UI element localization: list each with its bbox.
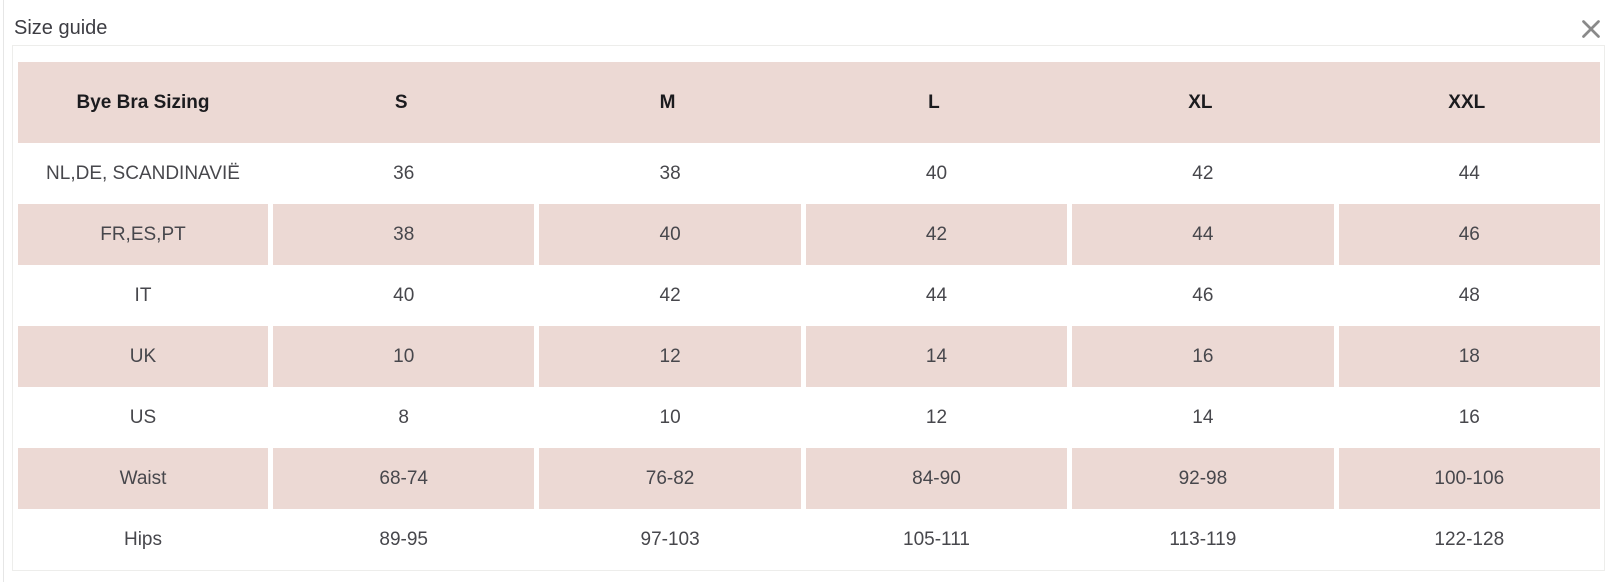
row-label: Waist xyxy=(18,448,268,509)
row-label: US xyxy=(18,387,268,448)
modal-title: Size guide xyxy=(14,17,108,39)
window-left-edge xyxy=(3,0,4,582)
size-value-cell: 14 xyxy=(1067,387,1334,448)
size-value-cell: 76-82 xyxy=(534,448,801,509)
size-value-cell: 42 xyxy=(534,265,801,326)
table-row: FR,ES,PT 38 40 42 44 46 xyxy=(18,204,1600,265)
size-value-cell: 97-103 xyxy=(534,509,801,570)
size-value-cell: 12 xyxy=(800,387,1068,448)
size-table-container: Bye Bra Sizing S M L XL XXL NL,DE, SCANDINAVI… xyxy=(12,45,1605,571)
row-label: UK xyxy=(18,326,268,387)
size-value-cell: 48 xyxy=(1333,265,1600,326)
modal-header: Size guide xyxy=(0,0,1618,45)
size-value-cell: 42 xyxy=(1067,143,1334,204)
table-row: UK 10 12 14 16 18 xyxy=(18,326,1600,387)
size-value-cell: 36 xyxy=(268,143,535,204)
row-label: NL,DE, SCANDINAVIË xyxy=(18,143,268,204)
size-value-cell: 122-128 xyxy=(1333,509,1600,570)
size-value-cell: 38 xyxy=(534,143,801,204)
column-header-size: XL xyxy=(1067,62,1334,143)
size-value-cell: 46 xyxy=(1067,265,1334,326)
size-table: Bye Bra Sizing S M L XL XXL NL,DE, SCANDINAVI… xyxy=(18,62,1600,570)
table-header-row: Bye Bra Sizing S M L XL XXL xyxy=(18,62,1600,143)
size-value-cell: 92-98 xyxy=(1067,448,1334,509)
size-value-cell: 12 xyxy=(534,326,801,387)
size-value-cell: 105-111 xyxy=(800,509,1068,570)
size-value-cell: 40 xyxy=(268,265,535,326)
size-value-cell: 14 xyxy=(800,326,1068,387)
column-header-sizing-label: Bye Bra Sizing xyxy=(18,62,268,143)
size-value-cell: 42 xyxy=(800,204,1068,265)
size-value-cell: 10 xyxy=(268,326,535,387)
size-value-cell: 46 xyxy=(1333,204,1600,265)
size-value-cell: 40 xyxy=(800,143,1068,204)
column-header-size: XXL xyxy=(1333,62,1600,143)
table-row: Waist 68-74 76-82 84-90 92-98 100-106 xyxy=(18,448,1600,509)
table-row: Hips 89-95 97-103 105-111 113-119 122-128 xyxy=(18,509,1600,570)
size-value-cell: 10 xyxy=(534,387,801,448)
size-value-cell: 68-74 xyxy=(268,448,535,509)
size-value-cell: 44 xyxy=(1333,143,1600,204)
size-value-cell: 38 xyxy=(268,204,535,265)
size-value-cell: 113-119 xyxy=(1067,509,1334,570)
size-value-cell: 84-90 xyxy=(800,448,1068,509)
table-row: US 8 10 12 14 16 xyxy=(18,387,1600,448)
size-value-cell: 18 xyxy=(1333,326,1600,387)
column-header-size: L xyxy=(800,62,1068,143)
size-value-cell: 44 xyxy=(1067,204,1334,265)
table-row: NL,DE, SCANDINAVIË 36 38 40 42 44 xyxy=(18,143,1600,204)
size-value-cell: 16 xyxy=(1333,387,1600,448)
column-header-size: S xyxy=(268,62,535,143)
close-button[interactable] xyxy=(1579,17,1603,41)
size-value-cell: 100-106 xyxy=(1333,448,1600,509)
close-icon xyxy=(1580,18,1602,40)
size-value-cell: 44 xyxy=(800,265,1068,326)
size-value-cell: 40 xyxy=(534,204,801,265)
row-label: Hips xyxy=(18,509,268,570)
size-value-cell: 16 xyxy=(1067,326,1334,387)
column-header-size: M xyxy=(534,62,801,143)
size-value-cell: 89-95 xyxy=(268,509,535,570)
row-label: IT xyxy=(18,265,268,326)
row-label: FR,ES,PT xyxy=(18,204,268,265)
size-value-cell: 8 xyxy=(268,387,535,448)
table-row: IT 40 42 44 46 48 xyxy=(18,265,1600,326)
